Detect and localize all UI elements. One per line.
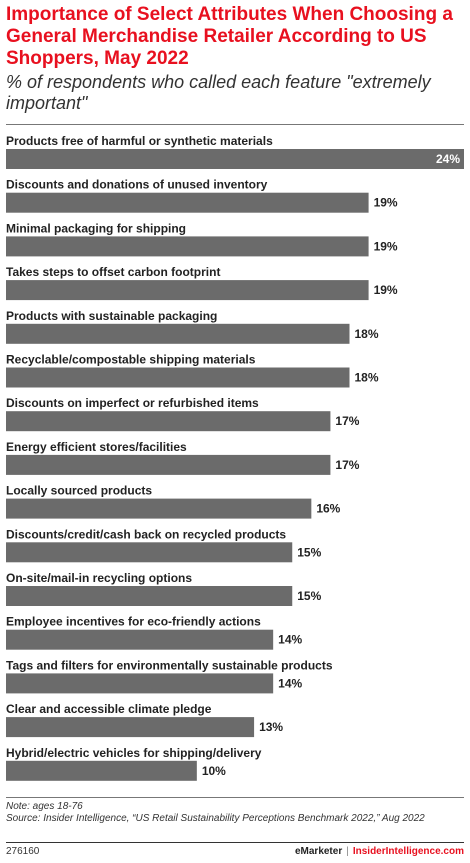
bar	[6, 411, 331, 432]
footer-divider	[6, 797, 464, 798]
chart-note: Note: ages 18-76	[6, 801, 83, 812]
emarketer-brand: eMarketer	[294, 846, 343, 857]
header-divider	[6, 124, 464, 125]
data-label: 13%	[259, 720, 283, 734]
data-label: 14%	[278, 676, 302, 690]
bar	[6, 760, 197, 781]
category-label: Products with sustainable packaging	[6, 309, 217, 323]
bar	[6, 629, 274, 650]
category-label: Products free of harmful or synthetic ma…	[6, 134, 273, 148]
bar-chart: Products free of harmful or synthetic ma…	[6, 134, 464, 781]
data-label: 19%	[374, 283, 398, 297]
category-label: Takes steps to offset carbon footprint	[6, 265, 220, 279]
bar	[6, 149, 464, 169]
category-label: Discounts and donations of unused invent…	[6, 178, 268, 192]
bar	[6, 367, 350, 388]
bar	[6, 673, 274, 694]
bar	[6, 236, 369, 257]
category-label: On-site/mail-in recycling options	[6, 571, 192, 585]
insider-intelligence-link[interactable]: InsiderIntelligence.com	[352, 846, 464, 857]
data-label: 19%	[374, 196, 398, 210]
data-label: 17%	[335, 414, 359, 428]
category-label: Minimal packaging for shipping	[6, 221, 186, 235]
data-label: 19%	[374, 239, 398, 253]
chart-subtitle: % of respondents who called each feature…	[6, 72, 431, 113]
bar	[6, 586, 293, 606]
category-label: Hybrid/electric vehicles for shipping/de…	[6, 746, 262, 760]
bar	[6, 192, 369, 213]
data-label: 15%	[297, 545, 321, 559]
bar	[6, 454, 331, 475]
chart-id: 276160	[6, 846, 40, 857]
data-label: 10%	[202, 764, 226, 778]
chart-source: Source: Insider Intelligence, “US Retail…	[6, 813, 425, 824]
brand-footer: eMarketer | InsiderIntelligence.com	[295, 846, 464, 857]
data-label: 18%	[355, 371, 379, 385]
category-label: Energy efficient stores/facilities	[6, 440, 187, 454]
bar	[6, 323, 350, 344]
data-label: 24%	[436, 152, 460, 166]
brand-separator: |	[346, 846, 349, 857]
data-label: 16%	[316, 502, 340, 516]
data-label: 18%	[355, 327, 379, 341]
category-label: Discounts/credit/cash back on recycled p…	[6, 527, 286, 541]
category-label: Discounts on imperfect or refurbished it…	[6, 396, 259, 410]
chart-title: Importance of Select Attributes When Cho…	[6, 4, 453, 69]
category-label: Clear and accessible climate pledge	[6, 702, 212, 716]
footer-bottom-divider	[6, 842, 464, 843]
data-label: 15%	[297, 589, 321, 603]
data-label: 17%	[335, 458, 359, 472]
category-label: Employee incentives for eco-friendly act…	[6, 615, 261, 629]
bar	[6, 280, 369, 301]
bar	[6, 717, 255, 738]
category-label: Tags and filters for environmentally sus…	[6, 658, 333, 672]
category-label: Locally sourced products	[6, 484, 152, 498]
bar	[6, 542, 293, 563]
bar	[6, 498, 312, 519]
category-label: Recyclable/compostable shipping material…	[6, 353, 256, 367]
data-label: 14%	[278, 633, 302, 647]
